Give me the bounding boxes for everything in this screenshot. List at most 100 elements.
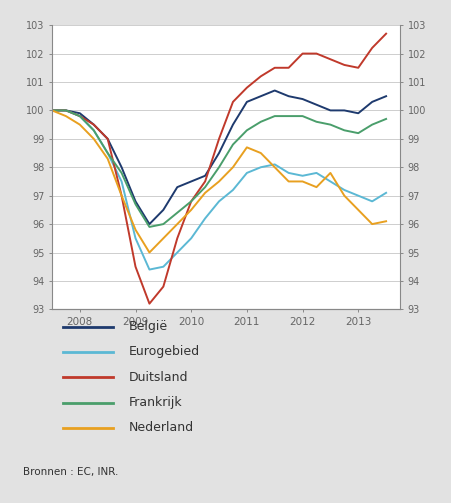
Duitsland: [258, 73, 263, 79]
Frankrijk: [285, 113, 291, 119]
Frankrijk: [368, 122, 374, 128]
Duitsland: [188, 198, 193, 204]
Frankrijk: [202, 184, 207, 190]
Nederland: [91, 136, 96, 142]
Nederland: [133, 227, 138, 233]
Eurogebied: [382, 190, 388, 196]
België: [299, 96, 304, 102]
Nederland: [230, 164, 235, 171]
Duitsland: [105, 136, 110, 142]
Nederland: [147, 249, 152, 256]
Eurogebied: [49, 108, 55, 114]
België: [230, 122, 235, 128]
Frankrijk: [258, 119, 263, 125]
België: [147, 221, 152, 227]
Duitsland: [368, 45, 374, 51]
Duitsland: [285, 65, 291, 71]
België: [91, 122, 96, 128]
Eurogebied: [105, 150, 110, 156]
Frankrijk: [341, 127, 346, 133]
Frankrijk: [49, 108, 55, 114]
Text: Eurogebied: Eurogebied: [128, 346, 199, 359]
Duitsland: [49, 108, 55, 114]
België: [63, 108, 69, 114]
Frankrijk: [299, 113, 304, 119]
Nederland: [174, 221, 179, 227]
Duitsland: [202, 179, 207, 185]
Eurogebied: [258, 164, 263, 171]
Eurogebied: [355, 193, 360, 199]
Line: Nederland: Nederland: [52, 111, 385, 253]
Frankrijk: [119, 170, 124, 176]
Eurogebied: [63, 108, 69, 114]
Line: Frankrijk: Frankrijk: [52, 111, 385, 227]
België: [258, 93, 263, 99]
Eurogebied: [341, 187, 346, 193]
Duitsland: [160, 284, 166, 290]
Nederland: [119, 193, 124, 199]
Duitsland: [230, 99, 235, 105]
Eurogebied: [188, 235, 193, 241]
Eurogebied: [244, 170, 249, 176]
Eurogebied: [77, 113, 83, 119]
Eurogebied: [174, 249, 179, 256]
Eurogebied: [272, 161, 277, 167]
België: [244, 99, 249, 105]
Nederland: [341, 193, 346, 199]
Duitsland: [63, 108, 69, 114]
Duitsland: [216, 136, 221, 142]
België: [368, 99, 374, 105]
Nederland: [272, 164, 277, 171]
België: [174, 184, 179, 190]
Duitsland: [272, 65, 277, 71]
Frankrijk: [355, 130, 360, 136]
Frankrijk: [188, 198, 193, 204]
Nederland: [105, 156, 110, 162]
Frankrijk: [313, 119, 318, 125]
Eurogebied: [119, 179, 124, 185]
België: [188, 179, 193, 185]
Frankrijk: [244, 127, 249, 133]
Line: Eurogebied: Eurogebied: [52, 111, 385, 270]
Eurogebied: [313, 170, 318, 176]
Duitsland: [299, 51, 304, 57]
Text: België: België: [128, 320, 167, 333]
Eurogebied: [299, 173, 304, 179]
Frankrijk: [105, 150, 110, 156]
België: [77, 110, 83, 116]
Duitsland: [133, 264, 138, 270]
Nederland: [63, 113, 69, 119]
Nederland: [160, 235, 166, 241]
Eurogebied: [230, 187, 235, 193]
Nederland: [244, 144, 249, 150]
Frankrijk: [91, 127, 96, 133]
Text: Duitsland: Duitsland: [128, 371, 188, 384]
België: [49, 108, 55, 114]
Line: Duitsland: Duitsland: [52, 34, 385, 304]
Frankrijk: [147, 224, 152, 230]
Nederland: [216, 179, 221, 185]
Eurogebied: [91, 127, 96, 133]
Duitsland: [77, 113, 83, 119]
Nederland: [285, 179, 291, 185]
België: [327, 108, 332, 114]
Frankrijk: [327, 122, 332, 128]
Eurogebied: [285, 170, 291, 176]
België: [341, 108, 346, 114]
Frankrijk: [77, 113, 83, 119]
Text: Bronnen : EC, INR.: Bronnen : EC, INR.: [23, 467, 118, 477]
Frankrijk: [133, 201, 138, 207]
Duitsland: [382, 31, 388, 37]
Frankrijk: [160, 221, 166, 227]
Duitsland: [119, 193, 124, 199]
Eurogebied: [216, 198, 221, 204]
Frankrijk: [216, 164, 221, 171]
Duitsland: [355, 65, 360, 71]
Line: België: België: [52, 91, 385, 224]
Nederland: [202, 190, 207, 196]
Frankrijk: [174, 210, 179, 216]
Nederland: [77, 122, 83, 128]
België: [105, 136, 110, 142]
Frankrijk: [382, 116, 388, 122]
Duitsland: [174, 235, 179, 241]
